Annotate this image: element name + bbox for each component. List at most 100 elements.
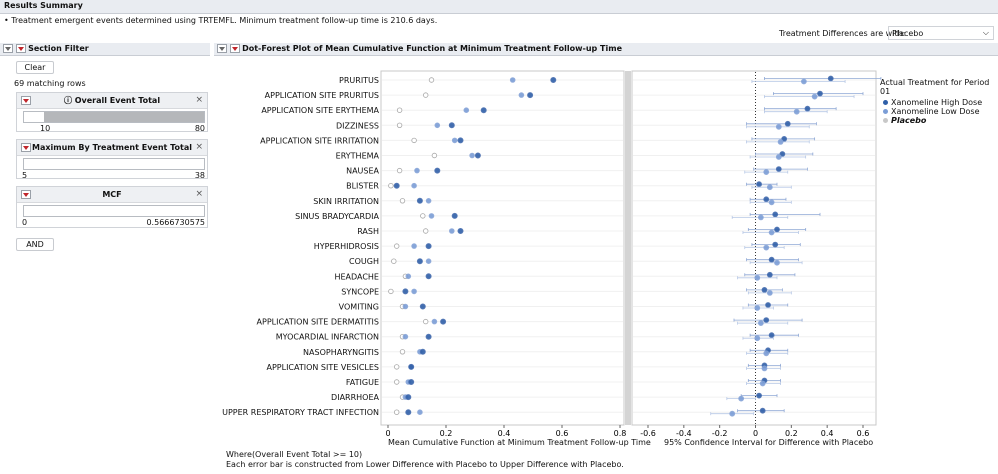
legend-dot-placebo (883, 118, 888, 123)
high-dose-diff-dot (774, 226, 780, 233)
legend-title: Actual Treatment for Period 01 (880, 78, 990, 96)
low-dose-diff-dot (757, 214, 764, 221)
low-dose-diff-dot (754, 305, 761, 311)
close-icon[interactable]: × (195, 95, 203, 105)
high-dose-dot (408, 378, 415, 385)
and-button[interactable]: AND (16, 238, 54, 251)
placebo-dot (388, 182, 394, 189)
treatment-diff-value: Placebo (892, 29, 924, 38)
category-label: VOMITING (339, 303, 379, 312)
x-tick-label: 0.8 (614, 429, 627, 438)
category-label: SKIN IRRITATION (313, 197, 379, 206)
range-slider[interactable] (23, 111, 205, 123)
category-label: HYPERHIDROSIS (314, 242, 379, 251)
footnote-where: Where(Overall Event Total >= 10) (226, 450, 363, 459)
high-dose-diff-dot (781, 135, 788, 142)
filter-card-overall: ⓘ Overall Event Total × 10 80 (16, 92, 208, 133)
high-dose-dot (474, 152, 481, 159)
placebo-dot (399, 198, 406, 204)
high-dose-dot (550, 77, 557, 84)
category-label: SYNCOPE (341, 287, 379, 296)
high-dose-diff-dot (775, 166, 782, 173)
red-triangle-menu-icon[interactable] (229, 44, 240, 53)
high-dose-diff-dot (759, 407, 766, 414)
low-dose-diff-dot (777, 138, 784, 145)
low-dose-diff-dot (761, 365, 768, 372)
high-dose-diff-dot (761, 286, 768, 293)
close-icon[interactable]: × (195, 142, 203, 152)
red-triangle-menu-icon[interactable] (15, 44, 26, 53)
matching-rows: 69 matching rows (14, 79, 86, 88)
low-dose-diff-dot (766, 289, 773, 296)
low-dose-diff-dot (800, 78, 807, 85)
filter-card-title: MCF (102, 190, 122, 199)
low-dose-diff-dot (738, 395, 745, 402)
placebo-dot (394, 379, 400, 385)
close-icon[interactable]: × (195, 189, 203, 199)
slider-min: 10 (40, 124, 51, 133)
disclosure-triangle-icon[interactable] (217, 44, 227, 53)
category-label: HEADACHE (334, 272, 379, 281)
legend-item: Placebo (880, 116, 998, 125)
low-dose-diff-dot (768, 229, 775, 236)
low-dose-diff-dot (774, 259, 780, 266)
results-summary-header[interactable]: Results Summary (0, 0, 998, 14)
red-triangle-menu-icon[interactable] (21, 190, 31, 199)
high-dose-dot (405, 394, 412, 401)
high-dose-diff-dot (766, 271, 773, 278)
high-dose-diff-dot (768, 256, 775, 263)
section-filter-header[interactable]: Section Filter (0, 43, 210, 56)
x-tick-label: 0.2 (440, 429, 453, 438)
low-dose-dot (405, 273, 412, 280)
filter-card-max: Maximum By Treatment Event Total × 5 38 (16, 139, 208, 180)
range-slider[interactable] (23, 158, 205, 170)
x-tick-label: 0 (753, 429, 758, 438)
high-dose-diff-dot (804, 105, 811, 112)
high-dose-diff-dot (756, 392, 762, 399)
low-dose-dot (411, 182, 417, 189)
low-dose-dot (518, 92, 525, 98)
placebo-dot (420, 213, 426, 219)
treatment-diff-label: Treatment Differences are with: (779, 29, 906, 38)
category-label: ERYTHEMA (336, 152, 380, 161)
high-dose-dot (457, 227, 464, 234)
high-dose-diff-dot (763, 196, 770, 203)
category-label: RASH (357, 227, 379, 236)
low-dose-dot (434, 122, 441, 129)
low-dose-dot (417, 409, 423, 416)
disclosure-triangle-icon[interactable] (3, 44, 13, 53)
low-dose-diff-dot (768, 199, 775, 206)
x-tick-label: 0.6 (857, 429, 870, 438)
clear-button[interactable]: Clear (16, 61, 54, 74)
x-tick-label: 0.4 (821, 429, 834, 438)
high-dose-dot (425, 273, 432, 280)
plot-header[interactable]: Dot-Forest Plot of Mean Cumulative Funct… (214, 43, 998, 56)
x-tick-label: 0.6 (556, 429, 569, 438)
category-label: APPLICATION SITE VESICLES (266, 363, 379, 372)
slider-max: 0.5666730575 (146, 218, 205, 227)
slider-max: 80 (194, 124, 205, 133)
high-dose-diff-dot (779, 151, 786, 157)
category-label: MYOCARDIAL INFARCTION (276, 333, 379, 342)
red-triangle-menu-icon[interactable] (21, 143, 31, 152)
high-dose-dot (419, 348, 426, 355)
high-dose-dot (416, 197, 423, 204)
high-dose-dot (416, 258, 423, 265)
red-triangle-menu-icon[interactable] (21, 96, 31, 105)
category-label: SINUS BRADYCARDIA (295, 212, 379, 221)
category-label: NASOPHARYNGITIS (303, 348, 379, 357)
range-slider[interactable] (23, 205, 205, 217)
placebo-dot (428, 77, 435, 83)
placebo-dot (394, 243, 400, 249)
high-dose-dot (480, 107, 487, 114)
panel-separator (625, 71, 631, 425)
high-dose-dot (419, 303, 426, 310)
treatment-diff-select[interactable]: Placebo ⌵ (888, 26, 994, 40)
category-label: DIZZINESS (336, 121, 379, 130)
low-dose-diff-dot (763, 169, 770, 176)
low-dose-dot (402, 333, 409, 340)
high-dose-diff-dot (827, 75, 834, 82)
category-label: NAUSEA (346, 167, 379, 176)
high-dose-diff-dot (768, 332, 775, 339)
